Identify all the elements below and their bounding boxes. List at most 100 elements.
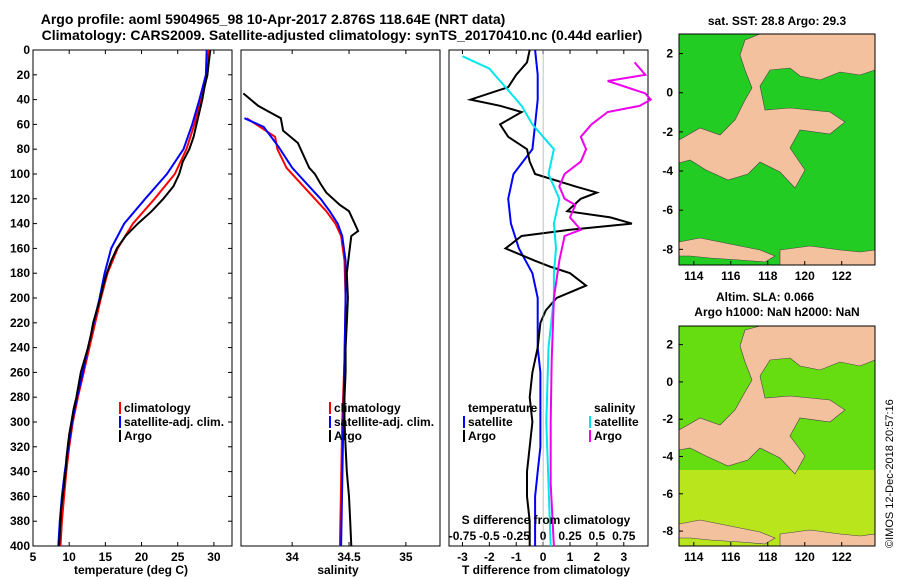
- credit-timestamp: ©IMOS 12-Dec-2018 20:57:16: [884, 399, 896, 548]
- lon-tick-label: 122: [832, 269, 852, 283]
- temperature-ticks: 5 10 15 20 25 30: [30, 50, 221, 564]
- difference-panel: -3 -2 -1 0 1 2 3 -0.75 -0.5 -0.25 0 0.25 0.5 0.75 S …: [448, 49, 653, 577]
- sla-map-ticks: 114 116 118 120 122 2 0 -2 -4 -6 -8: [662, 338, 852, 564]
- lon-tick-label: 116: [721, 550, 741, 564]
- x-tick-label: 3: [620, 550, 627, 564]
- series-line-s-satellite: [461, 55, 561, 547]
- temperature-lines: [57, 49, 212, 547]
- sst-map-frame: [678, 33, 876, 266]
- figure-title-line1: Argo profile: aoml 5904965_98 10-Apr-201…: [41, 11, 506, 27]
- sst-map-land-borneo-sulawesi: [678, 33, 876, 189]
- lon-tick-label: 120: [795, 550, 815, 564]
- salinity-panel: 34 34.5 35 salinity climatology satellite-…: [240, 49, 441, 577]
- depth-tick-label: 380: [10, 514, 30, 528]
- difference-legend-temperature: temperature satellite Argo: [463, 401, 538, 443]
- t-difference-ticks: -3 -2 -1 0 1 2 3: [457, 50, 627, 564]
- lon-tick-label: 114: [684, 269, 704, 283]
- x-tick-label: 1: [567, 550, 574, 564]
- depth-tick-label: 20: [17, 68, 31, 82]
- legend-t-satellite-label: satellite: [468, 415, 513, 429]
- difference-lines: [461, 49, 653, 547]
- sst-map-ticks: 114 116 118 120 122 2 0 -2 -4 -6 -8: [662, 47, 852, 283]
- legend-temperature-heading: temperature: [468, 401, 538, 415]
- lat-tick-label: -6: [662, 487, 673, 501]
- salinity-legend: climatology satellite-adj. clim. Argo: [329, 401, 434, 443]
- x-tick-label: 0: [540, 550, 547, 564]
- difference-legend-salinity: salinity satellite Argo: [589, 401, 639, 443]
- depth-tick-label: 320: [10, 440, 30, 454]
- x-tick-label: 34.5: [337, 550, 361, 564]
- temperature-legend: climatology satellite-adj. clim. Argo: [119, 401, 224, 443]
- s-tick-label: -0.25: [503, 529, 531, 543]
- legend-satellite-label: satellite-adj. clim.: [334, 415, 434, 429]
- s-tick-label: 0.5: [589, 529, 606, 543]
- depth-tick-label: 180: [10, 266, 30, 280]
- depth-tick-label: 140: [10, 217, 30, 231]
- salinity-ticks: 34 34.5 35: [285, 50, 413, 564]
- s-tick-label: -0.5: [479, 529, 500, 543]
- depth-tick-label: 340: [10, 465, 30, 479]
- legend-satellite-label: satellite-adj. clim.: [124, 415, 224, 429]
- x-tick-label: 34: [285, 550, 299, 564]
- lat-tick-label: -6: [662, 203, 673, 217]
- sst-map-title: sat. SST: 28.8 Argo: 29.3: [708, 14, 847, 28]
- lon-tick-label: 114: [684, 550, 704, 564]
- lat-tick-label: -8: [662, 524, 673, 538]
- sst-map-land-java: [678, 237, 776, 263]
- lon-tick-label: 118: [758, 269, 778, 283]
- depth-tick-label: 200: [10, 291, 30, 305]
- x-tick-label: 15: [99, 550, 113, 564]
- depth-tick-label: 220: [10, 316, 30, 330]
- lon-tick-label: 118: [758, 550, 778, 564]
- legend-salinity-heading: salinity: [594, 401, 636, 415]
- depth-tick-label: 260: [10, 365, 30, 379]
- s-difference-label: S difference from climatology: [462, 513, 631, 527]
- sla-map-frame: [678, 325, 876, 547]
- temperature-axes-box: [32, 49, 233, 547]
- salinity-lines: [242, 92, 360, 547]
- legend-argo-label: Argo: [124, 429, 152, 443]
- depth-tick-label: 40: [17, 93, 31, 107]
- lat-tick-label: 0: [666, 86, 673, 100]
- legend-climatology-label: climatology: [334, 401, 401, 415]
- sla-map: Altim. SLA: 0.066 Argo h1000: NaN h2000:…: [662, 290, 876, 564]
- lon-tick-label: 122: [832, 550, 852, 564]
- lat-tick-label: -2: [662, 412, 673, 426]
- x-tick-label: 35: [399, 550, 413, 564]
- legend-s-argo-label: Argo: [594, 429, 622, 443]
- x-tick-label: -1: [511, 550, 522, 564]
- series-line-t-argo: [466, 49, 633, 546]
- depth-tick-label: 100: [10, 167, 30, 181]
- x-tick-label: 2: [594, 550, 601, 564]
- s-tick-label: 0.25: [558, 529, 582, 543]
- sla-map-land-borneo-sulawesi: [678, 325, 876, 475]
- depth-tick-label: 120: [10, 192, 30, 206]
- temperature-xlabel: temperature (deg C): [74, 563, 188, 577]
- temperature-panel: 0204060801001201401601802002202402602803…: [10, 43, 648, 577]
- lat-tick-label: -4: [662, 450, 673, 464]
- lat-tick-label: -8: [662, 242, 673, 256]
- x-tick-label: 5: [30, 550, 37, 564]
- t-difference-xlabel: T difference from climatology: [462, 563, 630, 577]
- s-tick-label: 0.75: [612, 529, 636, 543]
- legend-t-argo-label: Argo: [468, 429, 496, 443]
- s-difference-ticks: -0.75 -0.5 -0.25 0 0.25 0.5 0.75: [449, 529, 636, 543]
- s-tick-label: -0.75: [449, 529, 477, 543]
- salinity-xlabel: salinity: [317, 563, 359, 577]
- lon-tick-label: 120: [795, 269, 815, 283]
- lat-tick-label: 2: [666, 338, 673, 352]
- depth-tick-label: 80: [17, 142, 31, 156]
- depth-tick-label: 60: [17, 117, 31, 131]
- x-tick-label: 20: [135, 550, 149, 564]
- lat-tick-label: 2: [666, 47, 673, 61]
- x-tick-label: 25: [171, 550, 185, 564]
- series-line-t-satellite: [507, 49, 542, 546]
- lat-tick-label: -4: [662, 164, 673, 178]
- series-line-argo: [58, 49, 212, 547]
- legend-climatology-label: climatology: [124, 401, 191, 415]
- x-tick-label: 30: [207, 550, 221, 564]
- depth-tick-label: 300: [10, 415, 30, 429]
- lat-tick-label: -2: [662, 125, 673, 139]
- x-tick-label: -2: [484, 550, 495, 564]
